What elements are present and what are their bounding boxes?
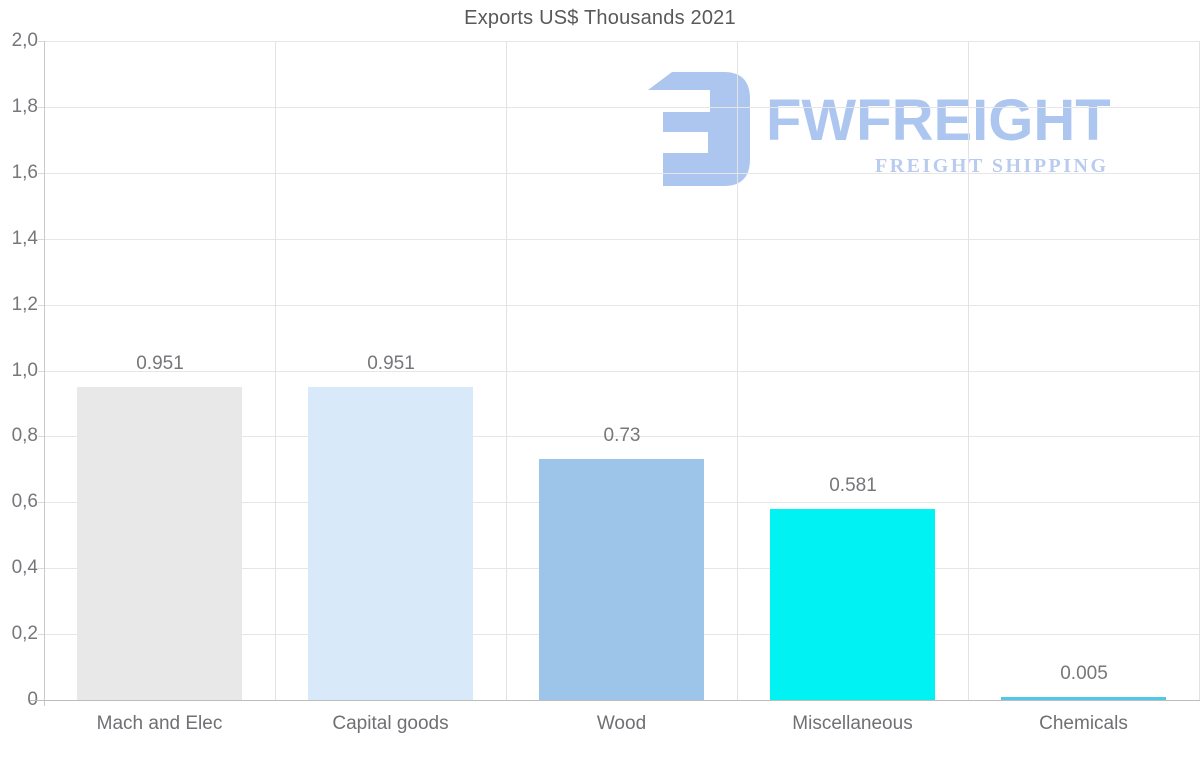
y-axis-tick-label: 0,2 — [11, 623, 38, 644]
brand-tagline: FREIGHT SHIPPING — [875, 155, 1109, 177]
y-axis-tick — [38, 502, 44, 503]
y-axis-tick — [38, 173, 44, 174]
y-axis-tick-label: 0,6 — [11, 491, 38, 512]
gridline-horizontal — [44, 173, 1199, 174]
gridline-vertical — [506, 41, 507, 700]
brand-name: FWFREIGHT — [766, 88, 1111, 153]
y-axis-tick — [38, 371, 44, 372]
bar-value-label: 0.951 — [136, 353, 184, 374]
y-axis-tick — [38, 107, 44, 108]
y-axis-tick — [38, 41, 44, 42]
x-axis-line — [30, 700, 1200, 701]
x-axis-category-label: Mach and Elec — [96, 713, 223, 734]
bar-mach-and-elec — [77, 387, 242, 700]
gridline-horizontal — [44, 305, 1199, 306]
bar-miscellaneous — [770, 509, 935, 700]
x-axis-category-label: Wood — [596, 713, 647, 734]
y-axis-tick-label: 1,2 — [11, 294, 38, 315]
y-axis-tick — [38, 634, 44, 635]
gridline-horizontal — [44, 371, 1199, 372]
bar-capital-goods — [308, 387, 473, 700]
bar-value-label: 0.005 — [1060, 663, 1108, 684]
x-axis-category-label: Miscellaneous — [792, 713, 913, 734]
y-axis-tick — [38, 568, 44, 569]
y-axis-tick-label: 0,8 — [11, 425, 38, 446]
chart-title: Exports US$ Thousands 2021 — [464, 7, 736, 29]
gridline-vertical — [275, 41, 276, 700]
y-axis-tick-label: 1,0 — [11, 360, 38, 381]
y-axis-tick-label: 1,6 — [11, 162, 38, 183]
y-axis-tick-label: 0,4 — [11, 557, 38, 578]
gridline-horizontal — [44, 436, 1199, 437]
x-axis-category-label: Chemicals — [1039, 713, 1128, 734]
bar-value-label: 0.951 — [367, 353, 415, 374]
gridline-horizontal — [44, 239, 1199, 240]
bar-chemicals — [1001, 697, 1166, 700]
y-axis-tick — [38, 305, 44, 306]
gridline-horizontal — [44, 41, 1199, 42]
brand-logo: FWFREIGHT FREIGHT SHIPPING — [648, 70, 1153, 188]
y-axis-line — [44, 41, 45, 706]
x-axis-category-label: Capital goods — [332, 713, 449, 734]
bar-wood — [539, 459, 704, 700]
bar-value-label: 0.581 — [829, 475, 877, 496]
bar-value-label: 0.73 — [603, 425, 641, 446]
y-axis-tick-label: 0 — [0, 689, 38, 711]
y-axis-tick — [38, 436, 44, 437]
y-axis-tick-label: 1,4 — [11, 228, 38, 249]
gridline-horizontal — [44, 107, 1199, 108]
y-axis-tick-label: 2,0 — [11, 30, 38, 51]
y-axis-tick-label: 1,8 — [11, 96, 38, 117]
gridline-vertical — [968, 41, 969, 700]
gridline-vertical — [737, 41, 738, 700]
y-axis-tick — [38, 239, 44, 240]
brand-logo-icon — [648, 72, 750, 186]
